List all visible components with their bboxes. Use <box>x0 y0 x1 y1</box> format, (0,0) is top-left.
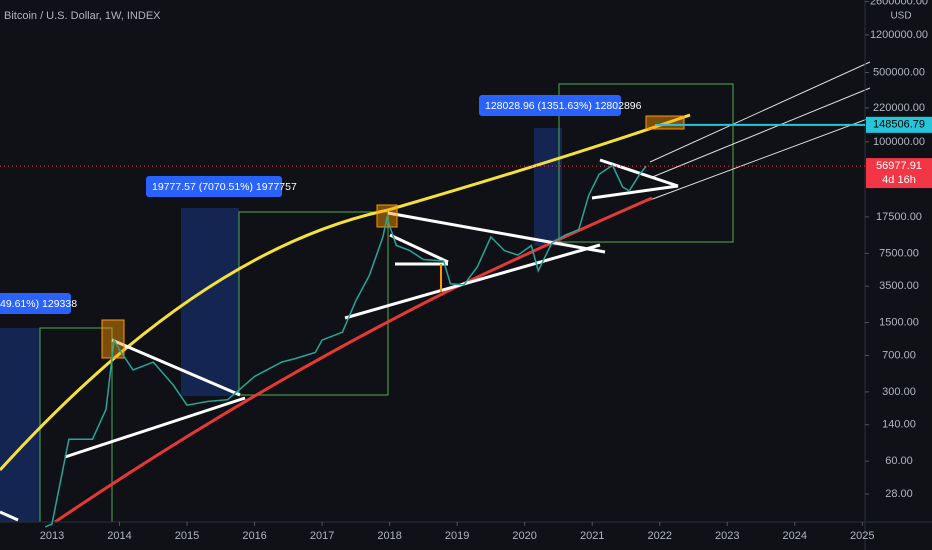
x-tick-label: 2016 <box>242 530 266 542</box>
projection-line <box>649 61 871 163</box>
x-tick-label: 2013 <box>40 530 64 542</box>
price-label-box <box>866 116 932 133</box>
price-label: 148506.79 <box>873 119 925 131</box>
y-tick-label: 17500.00 <box>876 211 922 223</box>
y-tick-label: 60.00 <box>885 455 913 467</box>
range-box <box>558 83 734 243</box>
x-tick-label: 2018 <box>377 530 401 542</box>
y-tick-label: 28.00 <box>885 488 913 500</box>
measure-box <box>181 208 239 396</box>
drawings: 49.61%) 129338 19777.57 (7070.51%) 19777… <box>0 61 871 524</box>
highlight-box <box>376 204 398 228</box>
x-tick-label: 2022 <box>647 530 671 542</box>
x-tick-label: 2019 <box>445 530 469 542</box>
projection-line <box>649 117 871 201</box>
price-line <box>44 164 647 528</box>
y-tick-label: 300.00 <box>882 386 916 398</box>
annotation-box <box>0 293 71 314</box>
y-tick-label: 100000.00 <box>873 136 925 148</box>
y-tick-label: 1200000.00 <box>870 29 928 41</box>
x-tick-label: 2015 <box>175 530 199 542</box>
y-tick-label: 500000.00 <box>873 66 925 78</box>
x-tick-label: 2017 <box>310 530 334 542</box>
chart-title: Bitcoin / U.S. Dollar, 1W, INDEX <box>4 10 161 22</box>
y-tick-label: 7500.00 <box>879 247 919 259</box>
x-tick-label: 2021 <box>580 530 604 542</box>
trendlines <box>0 158 679 522</box>
x-tick-label: 2023 <box>715 530 739 542</box>
annotation-box <box>479 95 621 116</box>
annotation: 49.61%) 129338 <box>0 298 77 310</box>
highlight-box <box>645 115 685 130</box>
x-tick-label: 2024 <box>783 530 807 542</box>
y-tick-label: 2600000.00 <box>870 0 928 8</box>
currency: USD <box>890 11 911 22</box>
countdown: 4d 16h <box>882 174 916 186</box>
annotation: 19777.57 (7070.51%) 1977757 <box>152 181 297 193</box>
y-tick-label: 700.00 <box>882 349 916 361</box>
y-tick-label: 3500.00 <box>879 280 919 292</box>
measure-box <box>534 128 562 246</box>
y-tick-label: 140.00 <box>882 419 916 431</box>
price-label-box <box>866 158 932 189</box>
x-tick-label: 2020 <box>512 530 536 542</box>
range-box <box>238 211 389 396</box>
x-tick-label: 2014 <box>107 530 131 542</box>
x-tick-label: 2025 <box>850 530 874 542</box>
measure-box <box>0 328 40 522</box>
projection-line <box>649 87 871 179</box>
annotation: 128028.96 (1351.63%) 12802896 <box>485 100 642 112</box>
y-tick-label: 1500.00 <box>879 317 919 329</box>
y-tick-label: 220000.00 <box>873 102 925 114</box>
bottom-curve <box>54 196 653 524</box>
price-label: 56977.91 <box>876 160 922 172</box>
annotation-box <box>146 176 282 197</box>
